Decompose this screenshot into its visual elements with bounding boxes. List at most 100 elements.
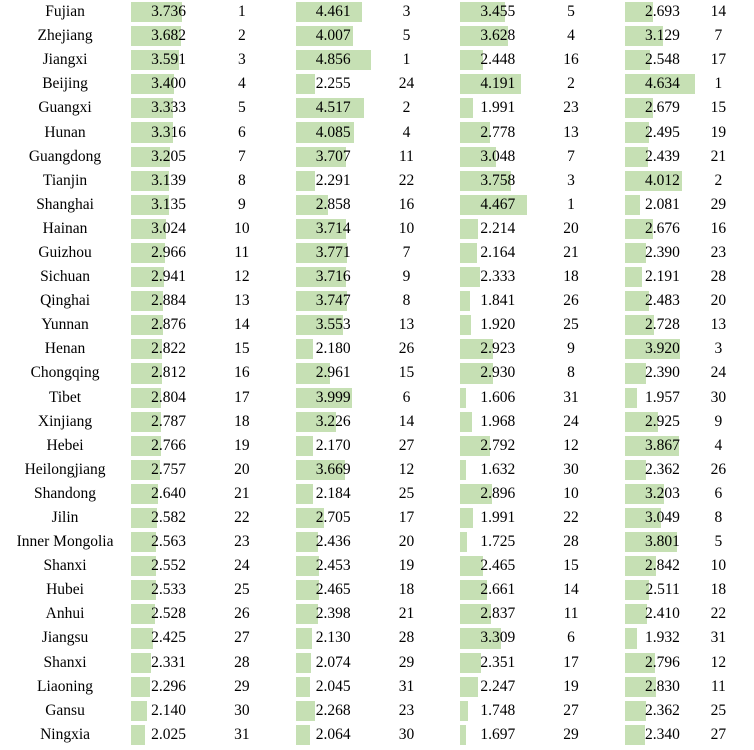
score-value: 3.920 bbox=[644, 340, 680, 358]
score-cell-2: 3.999 bbox=[295, 386, 354, 410]
score-value: 2.064 bbox=[315, 725, 351, 743]
rank-value-1: 6 bbox=[237, 123, 246, 141]
rank-value-4: 30 bbox=[710, 388, 727, 406]
score-value: 2.340 bbox=[644, 725, 680, 743]
table-row: Heilongjiang 2.757 20 3.669 12 1.632 30 2.362 26 bbox=[0, 458, 754, 482]
rank-value-3: 13 bbox=[563, 123, 579, 141]
rank-value-3: 11 bbox=[563, 605, 579, 623]
table-row: Liaoning 2.296 29 2.045 31 2.247 19 2.830 11 bbox=[0, 675, 754, 699]
rank-value-1: 26 bbox=[234, 605, 250, 623]
data-bar bbox=[624, 315, 654, 336]
data-bar bbox=[460, 556, 484, 577]
province-name: Ningxia bbox=[40, 725, 90, 743]
score-value: 2.961 bbox=[315, 364, 351, 382]
data-bar bbox=[624, 339, 680, 360]
score-value: 3.801 bbox=[644, 533, 680, 551]
data-bar bbox=[295, 267, 346, 288]
score-value: 3.707 bbox=[315, 147, 351, 165]
data-bar bbox=[460, 122, 491, 143]
rank-value-4: 27 bbox=[710, 725, 727, 743]
score-value: 3.455 bbox=[480, 3, 516, 21]
table-row: Sichuan 2.941 12 3.716 9 2.333 18 2.191 28 bbox=[0, 265, 754, 289]
data-bar bbox=[295, 652, 311, 673]
score-cell-4: 3.920 bbox=[624, 337, 683, 361]
data-bar bbox=[295, 483, 313, 504]
score-cell-3: 1.968 bbox=[459, 410, 518, 434]
table-row: Ningxia 2.025 31 2.064 30 1.697 29 2.340 27 bbox=[0, 723, 754, 747]
score-value: 4.012 bbox=[644, 171, 680, 189]
score-value: 3.736 bbox=[151, 3, 186, 21]
score-value: 2.439 bbox=[644, 147, 680, 165]
rank-value-3: 6 bbox=[567, 629, 575, 647]
province-name: Yunnan bbox=[41, 316, 89, 334]
data-bar bbox=[460, 411, 473, 432]
province-name: Tibet bbox=[48, 388, 82, 406]
data-bar bbox=[131, 676, 151, 697]
score-value: 2.045 bbox=[315, 677, 351, 695]
data-bar bbox=[131, 194, 170, 215]
score-cell-1: 2.884 bbox=[130, 289, 189, 313]
score-cell-4: 2.410 bbox=[624, 602, 683, 626]
score-value: 3.205 bbox=[151, 147, 186, 165]
table-row: Hainan 3.024 10 3.714 10 2.214 20 2.676 16 bbox=[0, 217, 754, 241]
score-value: 3.129 bbox=[644, 27, 680, 45]
score-value: 2.453 bbox=[315, 557, 351, 575]
score-cell-1: 3.682 bbox=[130, 24, 189, 48]
rank-value-1: 11 bbox=[234, 243, 250, 261]
data-bar bbox=[131, 652, 152, 673]
province-name: Sichuan bbox=[40, 268, 90, 286]
score-value: 2.425 bbox=[151, 629, 186, 647]
score-cell-4: 2.548 bbox=[624, 48, 683, 72]
score-cell-1: 2.425 bbox=[130, 626, 189, 650]
table-row: Hubei 2.533 25 2.465 18 2.661 14 2.511 18 bbox=[0, 578, 754, 602]
rank-value-2: 23 bbox=[398, 701, 415, 719]
score-cell-1: 3.135 bbox=[130, 193, 189, 217]
score-value: 2.331 bbox=[151, 653, 186, 671]
score-cell-2: 2.858 bbox=[295, 193, 354, 217]
rank-value-1: 21 bbox=[234, 484, 250, 502]
rank-value-1: 27 bbox=[234, 629, 250, 647]
score-cell-2: 2.255 bbox=[295, 72, 354, 96]
data-bar bbox=[460, 50, 484, 71]
rank-value-1: 31 bbox=[234, 725, 250, 743]
data-bar bbox=[131, 628, 154, 649]
data-bar bbox=[131, 724, 146, 745]
data-bar bbox=[131, 74, 175, 95]
data-bar bbox=[624, 724, 645, 745]
score-cell-1: 2.528 bbox=[130, 602, 189, 626]
data-bar bbox=[295, 194, 328, 215]
score-value: 2.884 bbox=[151, 292, 186, 310]
score-cell-2: 2.291 bbox=[295, 169, 354, 193]
score-value: 3.048 bbox=[480, 147, 516, 165]
score-value: 3.716 bbox=[315, 268, 351, 286]
score-value: 2.728 bbox=[644, 316, 680, 334]
score-cell-2: 3.747 bbox=[295, 289, 354, 313]
score-value: 3.226 bbox=[315, 412, 351, 430]
score-cell-1: 2.140 bbox=[130, 699, 189, 723]
province-name: Heilongjiang bbox=[24, 460, 106, 478]
score-value: 2.296 bbox=[151, 677, 186, 695]
score-value: 2.876 bbox=[151, 316, 186, 334]
data-bar bbox=[295, 242, 347, 264]
score-cell-4: 2.362 bbox=[624, 458, 683, 482]
score-value: 2.812 bbox=[151, 364, 186, 382]
data-bar bbox=[295, 2, 362, 23]
score-cell-2: 2.170 bbox=[295, 434, 354, 458]
score-value: 3.135 bbox=[151, 195, 186, 213]
data-bar bbox=[460, 459, 467, 480]
data-bar bbox=[624, 98, 653, 119]
score-cell-2: 2.961 bbox=[295, 361, 354, 385]
data-bar bbox=[624, 435, 679, 456]
rank-value-3: 19 bbox=[563, 677, 579, 695]
rank-value-3: 14 bbox=[563, 581, 579, 599]
table-row: Jiangsu 2.425 27 2.130 28 3.309 6 1.932 31 bbox=[0, 626, 754, 650]
score-value: 3.669 bbox=[315, 460, 351, 478]
province-name: Hebei bbox=[46, 436, 84, 454]
score-cell-3: 2.792 bbox=[459, 434, 518, 458]
score-cell-1: 2.787 bbox=[130, 410, 189, 434]
rank-value-2: 24 bbox=[398, 75, 415, 93]
score-cell-2: 2.184 bbox=[295, 482, 354, 506]
data-bar bbox=[624, 459, 646, 480]
score-cell-2: 4.007 bbox=[295, 24, 354, 48]
rank-value-4: 2 bbox=[714, 171, 723, 189]
